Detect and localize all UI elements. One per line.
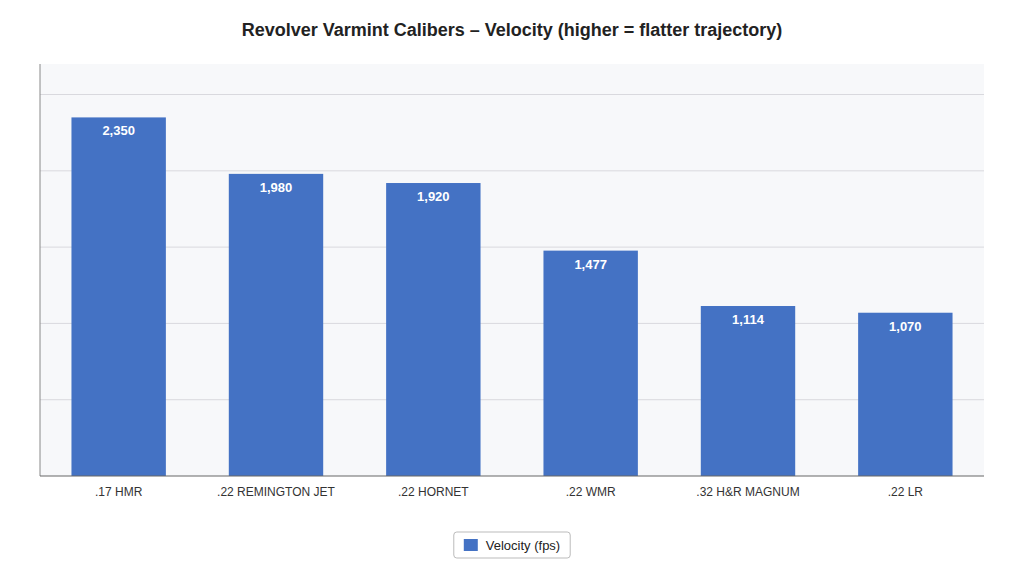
grid-line: [40, 247, 984, 248]
x-axis-line: [40, 475, 984, 476]
data-label: 1,114: [732, 312, 765, 327]
x-tick-label: .22 WMR: [566, 485, 616, 499]
bar: [701, 306, 795, 476]
legend-frame: [454, 532, 570, 558]
bar: [229, 174, 323, 476]
grid: [40, 95, 984, 400]
plot-background: [40, 64, 984, 476]
title: Revolver Varmint Calibers – Velocity (hi…: [242, 20, 783, 40]
x-tick-label: .22 REMINGTON JET: [217, 485, 335, 499]
data-label: 1,980: [260, 180, 293, 195]
data-label: 1,477: [574, 257, 607, 272]
bar: [858, 313, 952, 476]
x-tick-label: .22 LR: [888, 485, 924, 499]
x-tick-label: .32 H&R MAGNUM: [696, 485, 799, 499]
chart-svg: Revolver Varmint Calibers – Velocity (hi…: [0, 0, 1024, 576]
grid-line: [40, 170, 984, 171]
legend-label: Velocity (fps): [486, 538, 560, 553]
grid-line: [40, 94, 984, 95]
y-axis-line: [40, 64, 41, 476]
chart-container: Revolver Varmint Calibers – Velocity (hi…: [0, 0, 1024, 576]
x-tick-label: .22 HORNET: [398, 485, 469, 499]
legend: Velocity (fps): [454, 532, 570, 558]
data-label: 1,920: [417, 189, 450, 204]
data-label: 2,350: [102, 123, 135, 138]
bar: [543, 251, 637, 476]
x-tick-label: .17 HMR: [95, 485, 143, 499]
data-label: 1,070: [889, 319, 922, 334]
grid-line: [40, 399, 984, 400]
legend-swatch: [464, 539, 478, 551]
grid-line: [40, 323, 984, 324]
bar: [71, 117, 165, 476]
bar: [386, 183, 480, 476]
data-labels: 2,350 1,980 1,920 1,477 1,114 1,070: [102, 123, 921, 333]
bars: [71, 117, 952, 476]
